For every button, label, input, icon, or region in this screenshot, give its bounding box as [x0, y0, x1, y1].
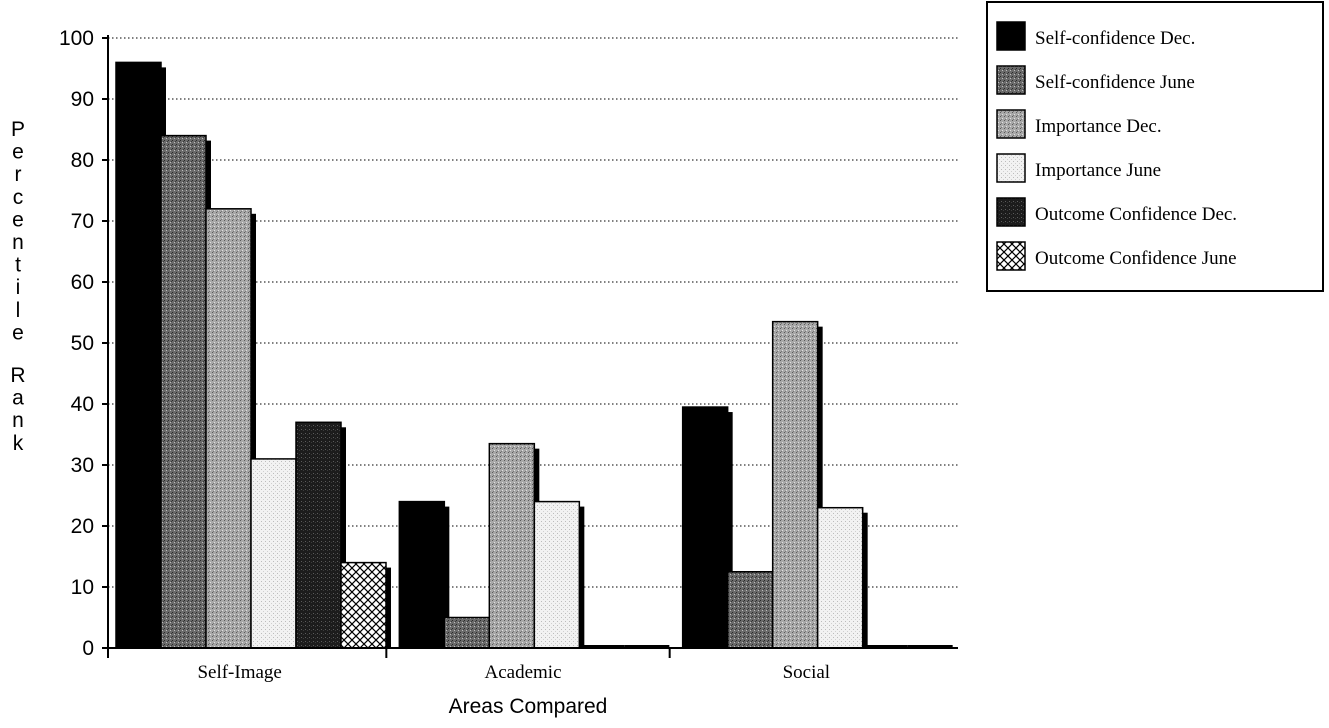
y-axis-title-letter: R [10, 364, 25, 387]
legend-swatch [996, 153, 1026, 183]
legend-label: Self-confidence June [1035, 72, 1195, 93]
bar [816, 506, 864, 649]
bar [205, 208, 252, 649]
bar [488, 442, 536, 649]
legend-label: Importance Dec. [1035, 116, 1162, 137]
bar [250, 458, 297, 649]
bar [115, 61, 162, 649]
bar [681, 406, 729, 649]
bar [533, 500, 581, 649]
y-tick-label: 90 [71, 88, 94, 111]
legend-label: Outcome Confidence June [1035, 248, 1237, 269]
y-tick-label: 10 [71, 576, 94, 599]
legend-swatch [996, 109, 1026, 139]
x-tick-label: Social [783, 662, 831, 683]
bar [398, 500, 446, 649]
legend-swatch [996, 197, 1026, 227]
y-axis-title-letter: t [15, 254, 21, 277]
legend-label: Outcome Confidence Dec. [1035, 204, 1237, 225]
y-tick-label: 0 [82, 637, 94, 660]
legend-swatch [996, 241, 1026, 271]
y-axis-title-letter: k [13, 432, 24, 455]
bar [771, 320, 819, 649]
legend-label: Self-confidence Dec. [1035, 28, 1195, 49]
y-tick-label: 20 [71, 515, 94, 538]
bar [295, 421, 342, 649]
y-tick-label: 80 [71, 149, 94, 172]
legend-label: Importance June [1035, 160, 1161, 181]
y-axis-title-letter: i [16, 276, 21, 299]
x-axis-title: Areas Compared [449, 695, 608, 718]
y-tick-label: 40 [71, 393, 94, 416]
y-tick-label: 70 [71, 210, 94, 233]
y-axis-title-letter: e [12, 208, 24, 231]
y-tick-label: 60 [71, 271, 94, 294]
legend-swatch [996, 65, 1026, 95]
x-tick-label: Self-Image [197, 662, 281, 683]
y-tick-label: 50 [71, 332, 94, 355]
y-axis-title-letter: a [12, 387, 24, 410]
y-axis-title-letter: l [16, 299, 21, 322]
y-axis-title-letter: n [12, 231, 24, 254]
bar [443, 616, 491, 649]
y-axis-title-letter: n [12, 409, 24, 432]
bar [726, 571, 774, 649]
x-tick-label: Academic [484, 662, 561, 683]
y-axis-title-letter: e [12, 321, 24, 344]
y-axis-title-letter: r [15, 163, 22, 186]
y-axis-title-letter: c [13, 186, 24, 209]
y-axis-title-letter: P [11, 118, 25, 141]
y-tick-label: 30 [71, 454, 94, 477]
bar [340, 561, 387, 649]
y-tick-label: 100 [59, 27, 94, 50]
bar [160, 134, 207, 649]
legend-swatch [996, 21, 1026, 51]
y-axis-title-letter: e [12, 141, 24, 164]
legend-box [986, 1, 1324, 292]
